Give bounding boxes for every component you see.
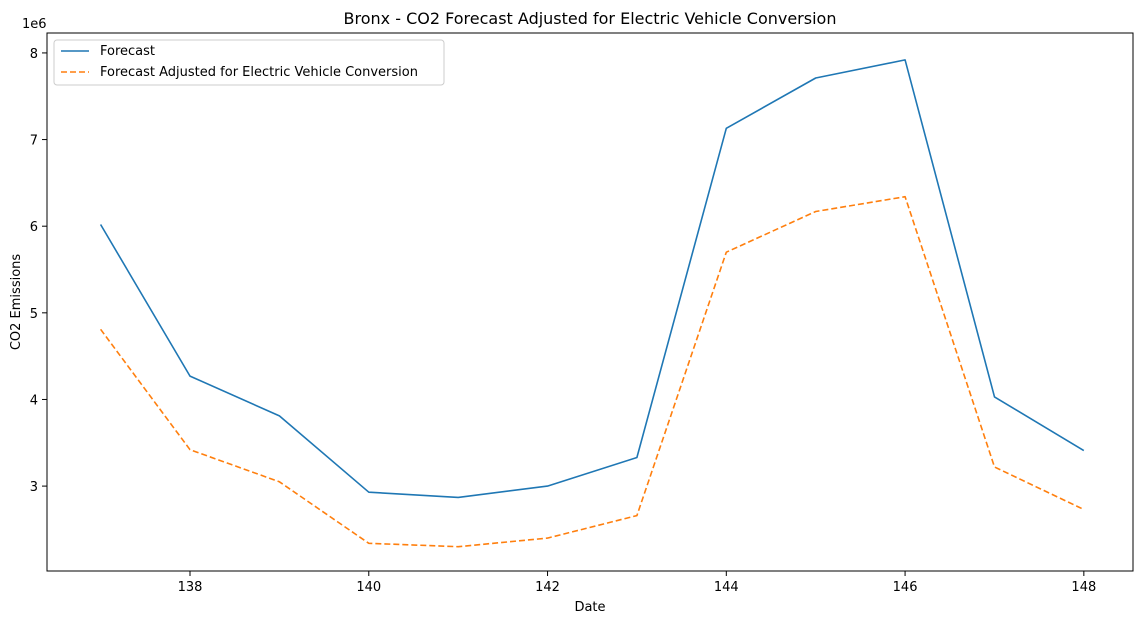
y-tick-label: 5 [30, 307, 38, 322]
x-tick-label: 140 [356, 580, 381, 595]
y-tick-label: 3 [30, 480, 38, 495]
y-tick-label: 6 [30, 220, 38, 235]
y-tick-label: 4 [30, 393, 38, 408]
chart-title: Bronx - CO2 Forecast Adjusted for Electr… [344, 9, 837, 28]
y-tick-label: 7 [30, 134, 38, 149]
x-tick-label: 138 [178, 580, 203, 595]
plot-area [46, 32, 1134, 572]
legend-frame [53, 39, 445, 86]
series-line-forecast [99, 59, 1085, 499]
y-tick-label: 8 [30, 47, 38, 62]
x-tick-label: 148 [1071, 580, 1096, 595]
x-tick-label: 146 [893, 580, 918, 595]
series-group [99, 59, 1085, 548]
series-line-adjusted [99, 195, 1085, 548]
x-axis-label: Date [574, 600, 605, 615]
y-axis: 3 4 5 6 7 8 [30, 47, 47, 495]
x-axis: 138 140 142 144 146 148 [178, 571, 1096, 595]
legend: Forecast Forecast Adjusted for Electric … [53, 39, 445, 86]
legend-label-adjusted: Forecast Adjusted for Electric Vehicle C… [100, 65, 418, 80]
y-scale-label: 1e6 [22, 17, 47, 32]
y-axis-label: CO2 Emissions [9, 254, 24, 351]
x-tick-label: 142 [535, 580, 560, 595]
x-tick-label: 144 [714, 580, 739, 595]
legend-label-forecast: Forecast [100, 44, 155, 59]
